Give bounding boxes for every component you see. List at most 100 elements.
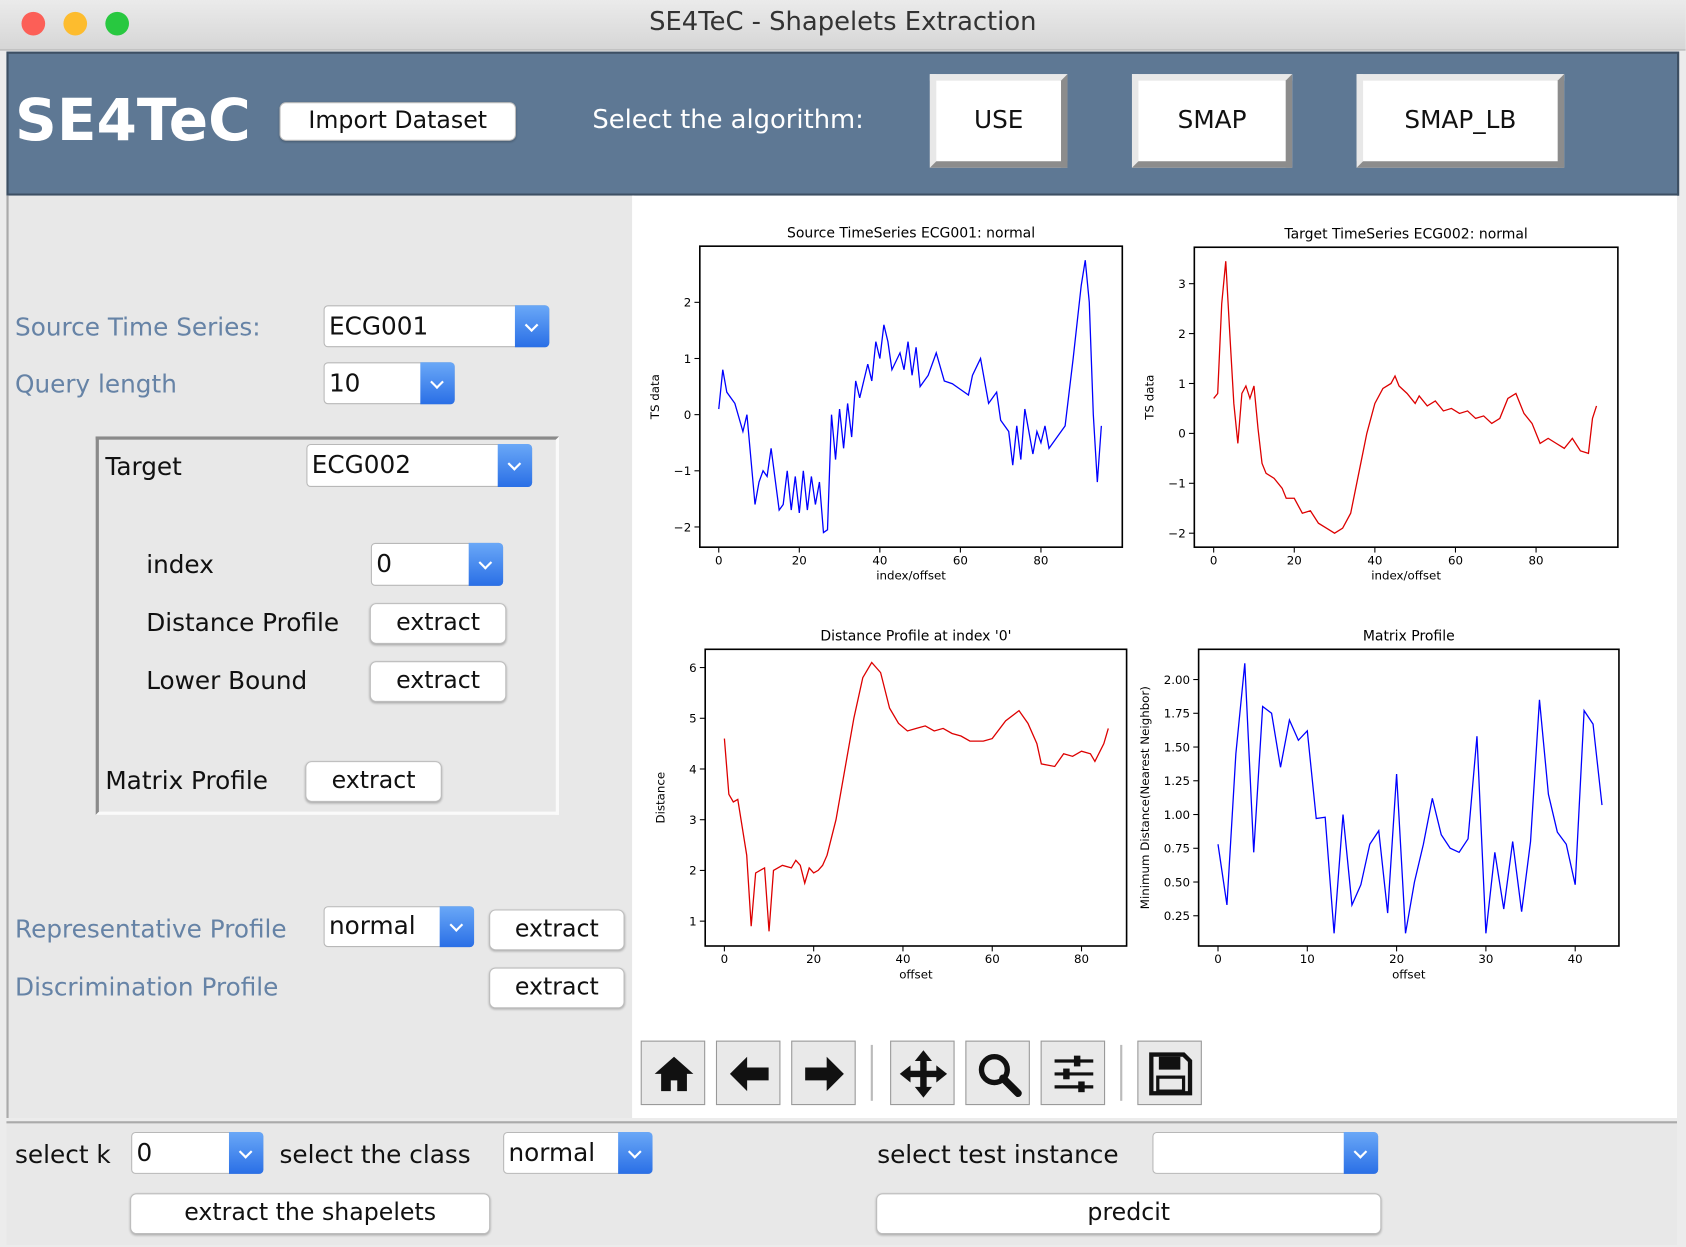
x-tick-label: 80 [1033,553,1048,567]
target-label: Target [105,453,182,482]
x-tick-label: 20 [792,553,807,567]
extract-button[interactable]: extract [369,661,507,702]
y-tick-label: 1 [689,914,697,928]
y-tick-label: 1 [1178,377,1186,391]
x-tick-label: 60 [985,952,1000,966]
combo-value: normal [328,912,416,941]
y-axis-label: TS data [648,374,662,420]
y-tick-label: 2.00 [1164,673,1190,687]
source-combo[interactable]: ECG001 [323,305,550,348]
extract-shapelets-button[interactable]: extract the shapelets [130,1193,491,1235]
dropdown-arrow [420,362,455,405]
extract-button[interactable]: extract [489,967,625,1009]
target-combo[interactable]: ECG002 [306,443,533,487]
x-tick-label: 80 [1529,553,1544,567]
algorithm-button[interactable]: SMAP [1131,74,1293,168]
y-tick-label: 0 [1178,427,1186,441]
x-tick-label: 0 [1210,553,1218,567]
test-combo[interactable] [1152,1131,1379,1174]
lower-bound-label: Lower Bound [146,667,308,696]
discrimination-label: Discrimination Profile [15,973,279,1002]
predict-button[interactable]: predcit [876,1193,1382,1235]
y-tick-label: 4 [689,762,697,776]
representative-combo[interactable]: normal [323,906,475,948]
x-tick-label: 60 [1448,553,1463,567]
k-label: select k [15,1141,111,1170]
minimize-button[interactable] [63,11,88,36]
combo-value: normal [508,1138,596,1167]
pan-tool[interactable] [890,1040,955,1106]
y-axis-label: Minimum Distance(Nearest Neighbor) [1138,686,1152,909]
test-label: select test instance [877,1141,1119,1170]
forward-tool[interactable] [791,1040,856,1106]
y-axis-label: Distance [653,772,667,824]
y-tick-label: −2 [1168,527,1185,541]
dropdown-arrow [439,906,475,948]
chart-title: Target TimeSeries ECG002: normal [1283,227,1527,243]
import-button[interactable]: Import Dataset [279,102,516,141]
algorithm-button[interactable]: USE [929,74,1068,168]
index-combo[interactable]: 0 [370,542,504,586]
x-axis-label: offset [899,967,933,981]
dropdown-arrow [497,443,533,487]
k-combo[interactable]: 0 [131,1131,264,1174]
x-tick-label: 60 [953,553,968,567]
title-bar: SE4TeC - Shapelets Extraction [0,0,1686,51]
target-group [95,436,560,815]
window-title: SE4TeC - Shapelets Extraction [649,6,1037,37]
forward-icon [805,1056,844,1092]
y-tick-label: 3 [689,813,697,827]
distance-label: Distance Profile [146,609,340,638]
matrix-label: Matrix Profile [105,767,268,796]
left-panel [6,195,635,1118]
dropdown-arrow [514,305,550,348]
close-button[interactable] [21,11,46,36]
toolbar-separator [870,1044,873,1101]
configure-tool[interactable] [1040,1040,1106,1106]
dropdown-arrow [468,542,504,586]
save-icon [1149,1052,1193,1096]
y-tick-label: 0.50 [1164,875,1190,889]
home-tool[interactable] [640,1040,706,1106]
query-label: Query length [15,370,177,399]
save-tool[interactable] [1137,1040,1202,1106]
algorithm-button[interactable]: SMAP_LB [1356,74,1565,168]
class-combo[interactable]: normal [503,1131,653,1174]
plot-frame [704,648,1128,947]
x-tick-label: 30 [1478,952,1493,966]
y-tick-label: 0.75 [1164,842,1190,856]
y-tick-label: 0.25 [1164,909,1190,923]
extract-button[interactable]: extract [369,603,507,644]
x-tick-label: 40 [872,553,887,567]
toolbar-separator [1120,1044,1123,1101]
extract-button[interactable]: extract [305,761,442,802]
extract-button[interactable]: extract [489,909,625,951]
combo-value: 10 [328,369,361,398]
data-line [718,260,1103,534]
x-tick-label: 0 [1214,952,1222,966]
index-label: index [146,551,214,580]
dropdown-arrow [228,1131,264,1174]
x-axis-label: index/offset [1371,568,1441,582]
x-axis-label: index/offset [876,568,946,582]
chart-title: Matrix Profile [1363,629,1455,645]
zoom-button[interactable] [105,11,129,36]
combo-value: ECG002 [311,451,412,480]
configure-icon [1054,1055,1094,1093]
x-axis-label: offset [1392,967,1426,981]
query-combo[interactable]: 10 [323,362,455,405]
x-tick-label: 20 [1287,553,1302,567]
y-tick-label: 1.50 [1164,740,1190,754]
chart-title: Distance Profile at index '0' [820,629,1011,645]
zoom-tool[interactable] [965,1040,1030,1106]
y-tick-label: 1.25 [1164,774,1190,788]
x-tick-label: 40 [1367,553,1382,567]
back-tool[interactable] [715,1040,781,1106]
x-tick-label: 10 [1300,952,1315,966]
algorithm-label: Select the algorithm: [592,104,864,135]
y-tick-label: −1 [1168,477,1185,491]
pan-icon [899,1050,948,1098]
x-tick-label: 0 [721,952,729,966]
zoom-icon [978,1054,1022,1098]
